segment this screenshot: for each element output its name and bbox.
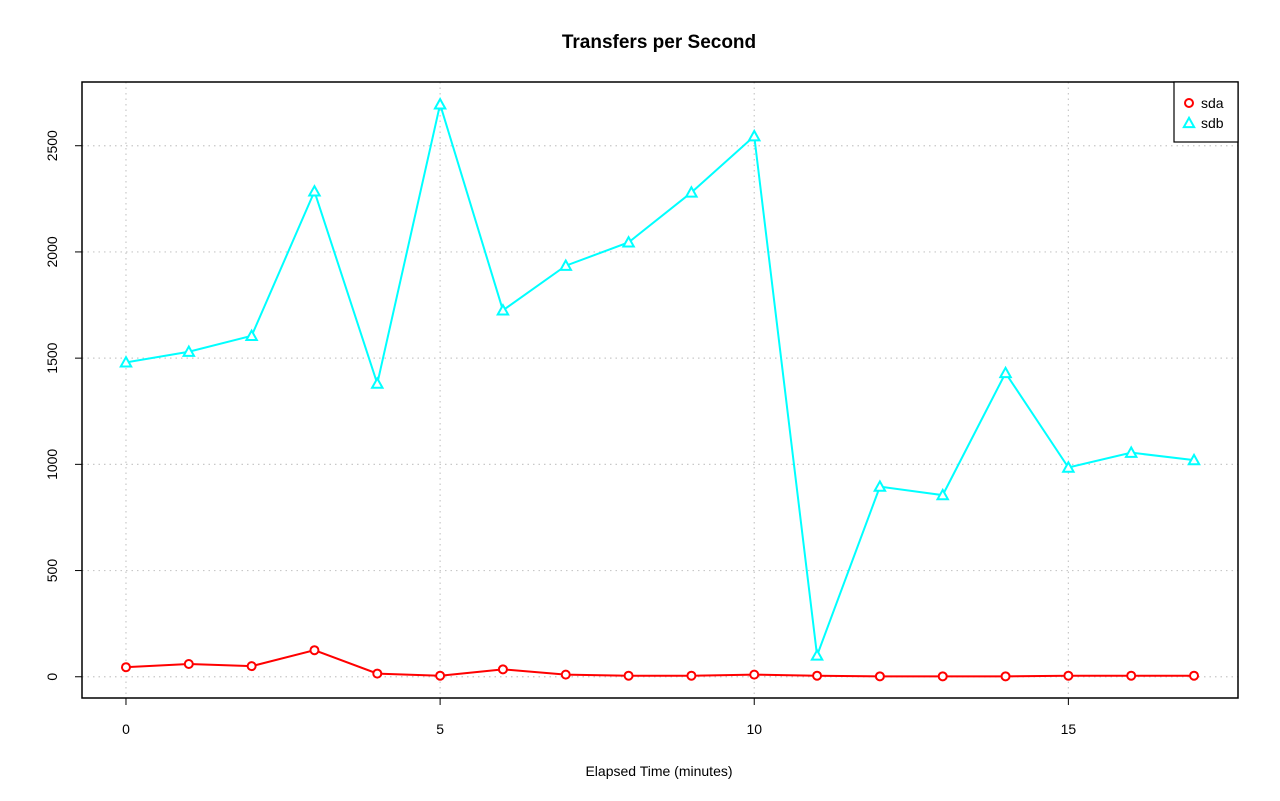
series-sda [120, 645, 1200, 682]
legend-box [1173, 81, 1239, 143]
data-point-sda [246, 661, 257, 672]
data-point-sdb [872, 479, 887, 492]
data-point-sdb [558, 258, 573, 271]
data-point-sdb [1124, 445, 1139, 458]
data-point-sdb [747, 128, 762, 142]
data-point-sda [120, 662, 131, 673]
legend: sda sdb [1173, 81, 1239, 143]
data-point-sdb [370, 376, 385, 389]
series-sdb [119, 97, 1201, 661]
data-point-sda [874, 671, 885, 682]
x-tick-label: 0 [122, 721, 130, 737]
data-point-sdb [119, 355, 133, 368]
series-line-sda [125, 649, 1195, 678]
grid [82, 82, 1238, 698]
legend-marker-sda [1184, 98, 1194, 108]
data-point-sdb [307, 184, 322, 197]
y-tick-label: 1500 [44, 342, 60, 373]
data-point-sda [1189, 670, 1200, 681]
data-point-sda [309, 645, 320, 656]
data-point-sda [812, 670, 823, 681]
data-point-sda [623, 670, 634, 681]
y-tick-label: 1000 [44, 449, 60, 480]
plot-frame [81, 81, 1239, 699]
data-point-sda [435, 670, 446, 681]
data-point-sdb [181, 344, 196, 357]
y-axis: 0 500 1000 1500 2000 2500 [44, 130, 82, 681]
data-point-sda [749, 669, 760, 680]
y-tick-label: 2500 [44, 130, 60, 161]
data-point-sdb [244, 328, 259, 341]
y-tick-label: 500 [44, 559, 60, 583]
data-point-sdb [684, 185, 699, 198]
x-axis: 0 5 10 15 [122, 698, 1076, 737]
y-tick-label: 0 [44, 673, 60, 681]
series-layer [119, 97, 1201, 682]
data-point-sda [372, 668, 383, 679]
series-line-sdb [125, 100, 1195, 656]
legend-label-sdb: sdb [1201, 115, 1224, 131]
x-axis-label: Elapsed Time (minutes) [585, 763, 732, 779]
data-point-sda [497, 664, 508, 675]
legend-marker-sdb [1182, 115, 1196, 129]
data-point-sda [1126, 670, 1137, 681]
data-point-sda [1063, 670, 1074, 681]
data-point-sda [686, 670, 697, 681]
x-tick-label: 10 [746, 721, 762, 737]
data-point-sdb [998, 365, 1013, 379]
x-tick-label: 5 [436, 721, 444, 737]
legend-label-sda: sda [1201, 95, 1224, 111]
chart-title: Transfers per Second [562, 32, 756, 53]
data-point-sdb [1187, 452, 1201, 466]
data-point-sdb [496, 303, 510, 316]
data-point-sdb [433, 97, 448, 110]
data-point-sdb [1061, 460, 1076, 473]
data-point-sdb [810, 648, 824, 661]
y-tick-label: 2000 [44, 236, 60, 267]
x-tick-label: 15 [1061, 721, 1077, 737]
data-point-sda [183, 659, 194, 670]
data-point-sdb [935, 487, 950, 501]
data-point-sdb [621, 235, 636, 248]
data-point-sda [1000, 671, 1011, 682]
data-point-sda [560, 669, 571, 680]
data-point-sda [937, 671, 948, 682]
